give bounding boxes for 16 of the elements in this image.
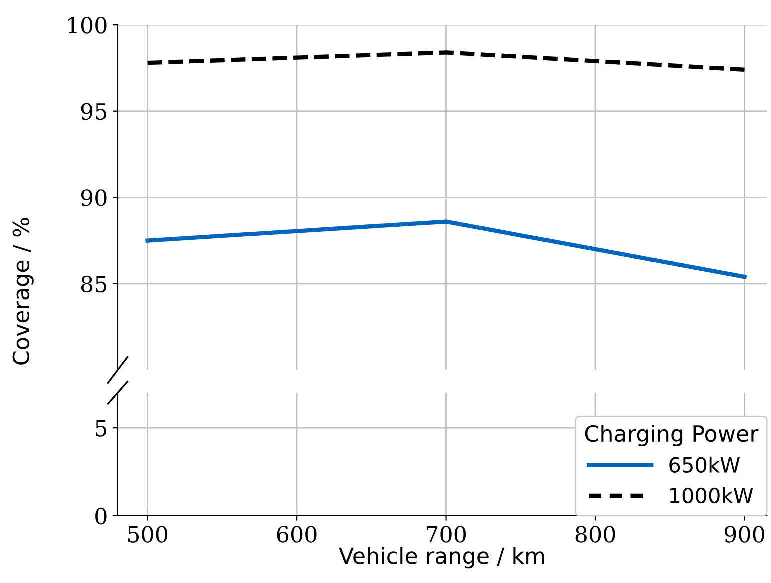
- y-tick-label: 100: [68, 17, 107, 34]
- y-axis-title: Coverage / %: [12, 218, 34, 365]
- x-tick-label: 900: [724, 526, 764, 543]
- y-tick-label: 0: [96, 508, 107, 525]
- x-tick-label: 600: [277, 526, 317, 543]
- legend-label: 1000kW: [670, 487, 754, 504]
- y-tick-label: 5: [96, 420, 107, 437]
- legend-label: 650kW: [670, 456, 740, 474]
- y-tick-label: 85: [81, 276, 107, 293]
- x-tick-label: 700: [426, 526, 466, 543]
- y-tick-label: 90: [81, 190, 107, 206]
- x-tick-label: 500: [128, 526, 168, 543]
- x-axis-title: Vehicle range / km: [339, 547, 544, 569]
- y-tick-label: 95: [81, 103, 107, 120]
- x-tick-label: 800: [576, 526, 616, 543]
- legend-title: Charging Power: [585, 424, 759, 446]
